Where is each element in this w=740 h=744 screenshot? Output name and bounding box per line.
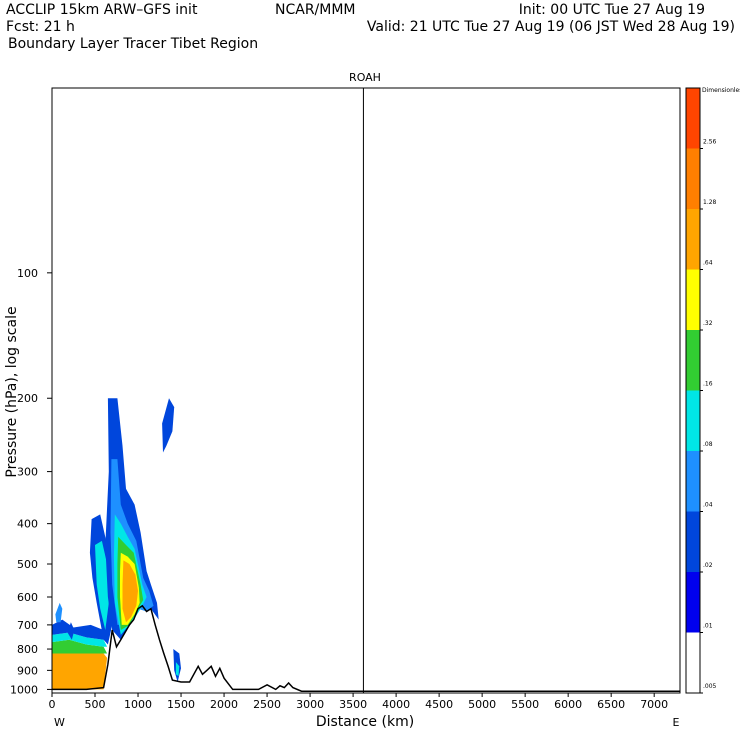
terrain-line: [52, 604, 680, 692]
tracer-patch-4: [55, 602, 63, 623]
colorbar-label: 2.56: [703, 139, 717, 146]
colorbar-label: .08: [703, 441, 713, 448]
tracer-field: [52, 398, 181, 690]
colorbar-swatch: [686, 632, 700, 693]
colorbar-swatch: [686, 330, 700, 391]
x-tick-label: 2000: [210, 698, 238, 711]
y-tick-label: 300: [17, 466, 38, 479]
header-init-time: Init: 00 UTC Tue 27 Aug 19: [519, 2, 705, 18]
colorbar-swatch: [686, 148, 700, 209]
y-axis-label: Pressure (hPa), log scale: [4, 306, 20, 477]
y-tick-label: 500: [17, 558, 38, 571]
colorbar-label: .01: [703, 623, 713, 630]
header-field-name: Boundary Layer Tracer Tibet Region: [8, 36, 258, 52]
colorbar-label: .64: [703, 260, 713, 267]
east-end-label: E: [673, 716, 680, 729]
y-tick-label: 100: [17, 267, 38, 280]
y-tick-label: 1000: [10, 683, 38, 696]
x-tick-label: 0: [49, 698, 56, 711]
tracer-patch-3: [52, 619, 108, 640]
colorbar-swatch: [686, 390, 700, 451]
chart-title: ROAH: [349, 71, 381, 84]
plot-frame: [51, 87, 681, 694]
x-tick-label: 3500: [339, 698, 367, 711]
x-tick-label: 2500: [253, 698, 281, 711]
west-end-label: W: [54, 716, 65, 729]
colorbar-swatch: [686, 88, 700, 149]
colorbar-label: .005: [703, 683, 717, 690]
colorbar-label: .32: [703, 320, 713, 327]
colorbar-swatch: [686, 209, 700, 270]
colorbar: .005 .01 .02 .04 .08 .16 .32 .64 1.28 2.56 Dimensi…: [685, 87, 740, 694]
colorbar-swatch: [686, 511, 700, 572]
y-tick-label: 900: [17, 664, 38, 677]
x-axis-label: Distance (km): [316, 714, 414, 730]
x-tick-label: 5000: [468, 698, 496, 711]
colorbar-label: .16: [703, 381, 713, 388]
tracer-patch-1: [52, 639, 108, 654]
colorbar-swatch: [686, 269, 700, 330]
y-tick-label: 400: [17, 518, 38, 531]
x-tick-label: 1500: [167, 698, 195, 711]
y-tick-label: 200: [17, 392, 38, 405]
colorbar-label: .04: [703, 502, 713, 509]
header-valid-time: Valid: 21 UTC Tue 27 Aug 19 (06 JST Wed …: [367, 19, 735, 35]
x-tick-label: 4500: [425, 698, 453, 711]
colorbar-swatch: [686, 572, 700, 633]
tracer-patch-0: [52, 653, 108, 690]
tracer-patch-7: [95, 540, 109, 630]
colorbar-label: .02: [703, 562, 713, 569]
terrain-profile: [52, 604, 680, 692]
colorbar-swatch: [686, 451, 700, 512]
x-tick-label: 500: [85, 698, 106, 711]
tracer-patch-5: [67, 622, 75, 640]
x-tick-label: 7000: [640, 698, 668, 711]
colorbar-label: 1.28: [703, 199, 717, 206]
x-tick-label: 6000: [554, 698, 582, 711]
x-tick-label: 6500: [597, 698, 625, 711]
y-axis-ticks: 100 200 300 400 500 600 700 800 900 1000: [10, 267, 52, 696]
tracer-patch-16: [175, 662, 180, 677]
colorbar-title: Dimensionless: [702, 87, 740, 94]
x-tick-label: 5500: [511, 698, 539, 711]
tracer-patch-13: [122, 560, 138, 623]
header-forecast-hour: Fcst: 21 h: [6, 19, 75, 35]
x-tick-label: 1000: [124, 698, 152, 711]
y-tick-label: 600: [17, 591, 38, 604]
colorbar-frame: [685, 87, 701, 694]
x-tick-label: 4000: [382, 698, 410, 711]
x-axis-ticks: 0 500 1000 1500 2000 2500 3000 3500 4000 4500 5000…: [49, 693, 668, 711]
tracer-patch-14: [162, 398, 175, 453]
y-tick-label: 800: [17, 643, 38, 656]
header-institution: NCAR/MMM: [275, 2, 356, 18]
x-tick-label: 3000: [296, 698, 324, 711]
header-run-name: ACCLIP 15km ARW–GFS init: [6, 2, 198, 18]
tracer-patch-2: [52, 632, 108, 647]
y-tick-label: 700: [17, 619, 38, 632]
